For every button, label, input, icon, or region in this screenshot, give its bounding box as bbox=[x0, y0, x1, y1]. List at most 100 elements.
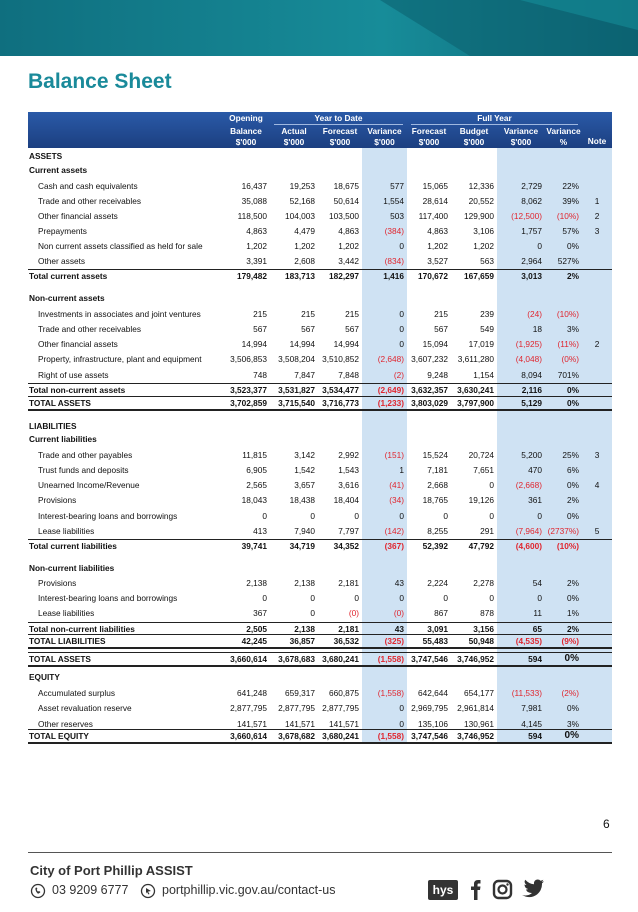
row-value: 0% bbox=[567, 480, 579, 490]
row-value: (11%) bbox=[557, 339, 579, 349]
row-label: Trade and other receivables bbox=[38, 196, 142, 206]
row-value: 0 bbox=[399, 339, 404, 349]
row-value: 0 bbox=[399, 324, 404, 334]
group-header: Year to Date bbox=[314, 113, 363, 123]
row-value: 117,400 bbox=[418, 211, 448, 221]
row-value: (0%) bbox=[561, 354, 579, 364]
row-label: TOTAL EQUITY bbox=[29, 731, 89, 741]
row-value: 7,797 bbox=[338, 526, 359, 536]
row-label: EQUITY bbox=[29, 672, 60, 682]
row-value: 0% bbox=[567, 241, 579, 251]
row-value: 642,644 bbox=[418, 688, 448, 698]
top-banner bbox=[0, 0, 638, 56]
row-value: 6,905 bbox=[246, 465, 267, 475]
row-value: 567 bbox=[434, 324, 448, 334]
row-rule bbox=[28, 269, 612, 270]
row-value: 2,877,795 bbox=[230, 703, 267, 713]
column-header: Variance bbox=[367, 126, 402, 136]
row-value: 12,336 bbox=[468, 181, 494, 191]
row-value: 7,651 bbox=[473, 465, 494, 475]
row-value: 3,531,827 bbox=[278, 385, 315, 395]
row-value: 3 bbox=[594, 226, 600, 236]
row-rule bbox=[28, 383, 612, 384]
row-value: (142) bbox=[384, 526, 404, 536]
row-value: (1,558) bbox=[377, 731, 404, 741]
row-value: 867 bbox=[434, 608, 448, 618]
row-value: 5,200 bbox=[521, 450, 542, 460]
row-value: 3,632,357 bbox=[411, 385, 448, 395]
row-value: 2,729 bbox=[521, 181, 542, 191]
row-value: 413 bbox=[253, 526, 267, 536]
row-value: 2,505 bbox=[246, 624, 267, 634]
row-value: 0 bbox=[489, 480, 494, 490]
row-value: 2,608 bbox=[294, 256, 315, 266]
row-value: (4,048) bbox=[515, 354, 542, 364]
row-label: Trade and other payables bbox=[38, 450, 133, 460]
row-value: 215 bbox=[345, 309, 359, 319]
row-value: 654,177 bbox=[464, 688, 494, 698]
row-value: (41) bbox=[389, 480, 404, 490]
shaded-column bbox=[497, 148, 612, 742]
row-value: 1,202 bbox=[338, 241, 359, 251]
row-value: 3,506,853 bbox=[230, 354, 267, 364]
row-label: Provisions bbox=[38, 495, 77, 505]
row-value: 0 bbox=[399, 309, 404, 319]
row-value: 3,607,232 bbox=[411, 354, 448, 364]
footer-org: City of Port Phillip ASSIST bbox=[30, 863, 193, 878]
row-value: 2 bbox=[594, 339, 600, 349]
row-value: 0% bbox=[564, 653, 579, 664]
row-value: 11 bbox=[533, 608, 542, 618]
row-value: 50,614 bbox=[333, 196, 359, 206]
page-number: 6 bbox=[603, 817, 610, 831]
row-label: Asset revaluation reserve bbox=[38, 703, 132, 713]
row-value: 2,138 bbox=[294, 578, 315, 588]
row-value: 594 bbox=[528, 731, 542, 741]
column-header: Forecast bbox=[322, 126, 358, 136]
row-value: 3,630,241 bbox=[457, 385, 494, 395]
column-header: $'000 bbox=[418, 137, 440, 147]
row-label: Accumulated surplus bbox=[38, 688, 116, 698]
row-value: 103,500 bbox=[329, 211, 359, 221]
row-value: 0 bbox=[310, 511, 315, 521]
row-value: 503 bbox=[390, 211, 404, 221]
row-value: (1,558) bbox=[377, 688, 404, 698]
row-label: Cash and cash equivalents bbox=[38, 181, 138, 191]
row-value: 4,863 bbox=[427, 226, 448, 236]
row-value: (834) bbox=[384, 256, 404, 266]
row-value: 1,543 bbox=[338, 465, 359, 475]
row-value: 20,552 bbox=[468, 196, 494, 206]
column-header: $'000 bbox=[235, 137, 257, 147]
row-rule bbox=[28, 539, 612, 540]
row-label: ASSETS bbox=[29, 151, 63, 161]
row-value: 1% bbox=[567, 608, 579, 618]
row-value: 3,680,241 bbox=[322, 731, 359, 741]
row-value: (7,964) bbox=[515, 526, 542, 536]
footer-rule bbox=[28, 852, 612, 853]
row-value: 4 bbox=[594, 480, 600, 490]
row-value: 2,116 bbox=[521, 385, 542, 395]
row-value: 17,019 bbox=[468, 339, 494, 349]
row-value: 2,961,814 bbox=[457, 703, 494, 713]
row-value: 3,616 bbox=[338, 480, 359, 490]
row-label: Lease liabilities bbox=[38, 608, 95, 618]
row-label: LIABILITIES bbox=[29, 421, 77, 431]
column-header: % bbox=[559, 137, 568, 147]
row-value: 22% bbox=[562, 181, 579, 191]
page-title: Balance Sheet bbox=[28, 70, 172, 93]
row-value: 2% bbox=[567, 271, 579, 281]
row-value: (367) bbox=[384, 541, 404, 551]
row-value: 3,013 bbox=[521, 271, 542, 281]
row-value: 14,994 bbox=[333, 339, 359, 349]
row-value: 0 bbox=[310, 593, 315, 603]
row-value: 3,680,241 bbox=[322, 654, 359, 664]
column-header: Actual bbox=[281, 126, 307, 136]
column-header: Variance bbox=[503, 126, 539, 136]
row-value: (2) bbox=[393, 370, 404, 380]
row-value: 748 bbox=[253, 370, 267, 380]
row-value: 0% bbox=[567, 385, 579, 395]
row-label: Non current assets classified as held fo… bbox=[38, 241, 203, 251]
row-value: 3,660,614 bbox=[230, 654, 267, 664]
row-value: 167,659 bbox=[464, 271, 494, 281]
row-value: 15,065 bbox=[422, 181, 448, 191]
row-value: 1,554 bbox=[383, 196, 404, 206]
